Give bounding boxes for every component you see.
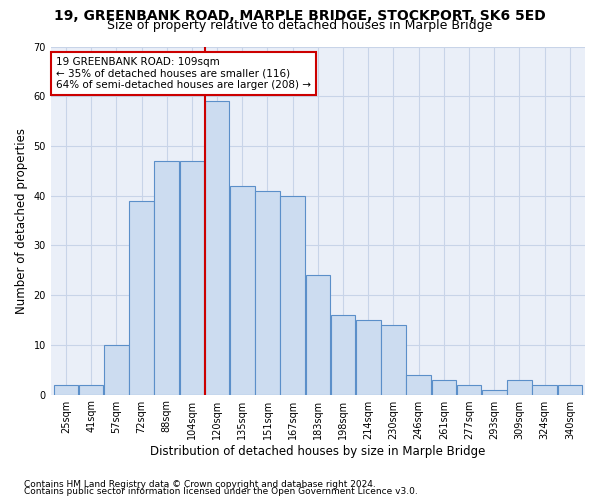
- Bar: [406, 374, 431, 394]
- Bar: [457, 384, 481, 394]
- Bar: [507, 380, 532, 394]
- Y-axis label: Number of detached properties: Number of detached properties: [15, 128, 28, 314]
- Bar: [154, 161, 179, 394]
- Bar: [356, 320, 380, 394]
- Bar: [557, 384, 582, 394]
- Bar: [205, 101, 229, 394]
- Text: Size of property relative to detached houses in Marple Bridge: Size of property relative to detached ho…: [107, 19, 493, 32]
- Bar: [532, 384, 557, 394]
- Bar: [482, 390, 506, 394]
- Bar: [305, 275, 330, 394]
- Text: Contains HM Land Registry data © Crown copyright and database right 2024.: Contains HM Land Registry data © Crown c…: [24, 480, 376, 489]
- Bar: [331, 315, 355, 394]
- Bar: [431, 380, 456, 394]
- Bar: [129, 200, 154, 394]
- Bar: [79, 384, 103, 394]
- Bar: [255, 190, 280, 394]
- Bar: [104, 345, 128, 395]
- Bar: [280, 196, 305, 394]
- Bar: [230, 186, 254, 394]
- Bar: [381, 325, 406, 394]
- Text: 19, GREENBANK ROAD, MARPLE BRIDGE, STOCKPORT, SK6 5ED: 19, GREENBANK ROAD, MARPLE BRIDGE, STOCK…: [54, 9, 546, 23]
- Text: 19 GREENBANK ROAD: 109sqm
← 35% of detached houses are smaller (116)
64% of semi: 19 GREENBANK ROAD: 109sqm ← 35% of detac…: [56, 57, 311, 90]
- X-axis label: Distribution of detached houses by size in Marple Bridge: Distribution of detached houses by size …: [150, 444, 485, 458]
- Bar: [179, 161, 204, 394]
- Text: Contains public sector information licensed under the Open Government Licence v3: Contains public sector information licen…: [24, 487, 418, 496]
- Bar: [53, 384, 78, 394]
